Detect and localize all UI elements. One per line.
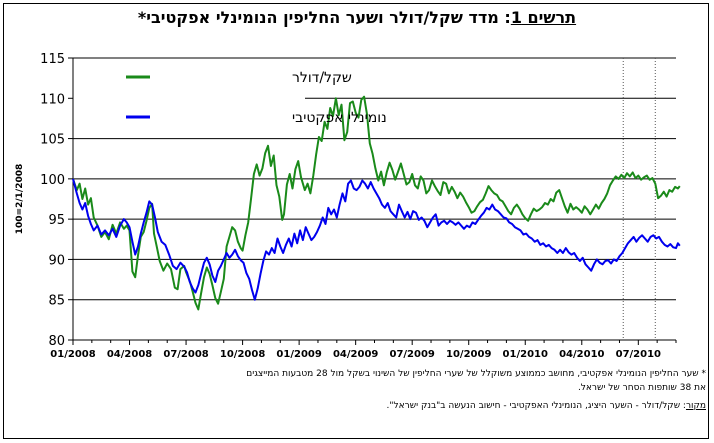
x-tick-label: 10/2009 [446, 349, 491, 360]
x-tick-label: 07/2010 [616, 349, 661, 360]
chart-title-number: תרשים 1 [510, 8, 577, 27]
y-tick-label: 90 [48, 253, 65, 268]
y-tick-label: 80 [48, 334, 65, 349]
series-line-1 [72, 95, 681, 311]
y-axis-label: 100=2/1/2008 [15, 164, 25, 234]
y-tick-label: 85 [48, 294, 65, 309]
y-tick-label: 115 [40, 52, 65, 67]
x-tick-label: 07/2008 [163, 349, 208, 360]
y-tick-label: 110 [40, 92, 65, 107]
chart-title: תרשים 1: מדד שקל/דולר ושער החליפין הנומי… [0, 8, 714, 27]
source-text: : שקל/דולר - השער היציג, הנומינלי האפקטי… [386, 401, 686, 411]
x-tick-label: 01/2008 [50, 349, 95, 360]
x-tick-label: 01/2010 [503, 349, 548, 360]
y-tick-label: 95 [48, 213, 65, 228]
x-tick-label: 10/2008 [220, 349, 265, 360]
source-label: מקור [685, 401, 706, 411]
x-tick-label: 04/2009 [333, 349, 378, 360]
footnote-line-2: את 38 שותפות הסחר של ישראל. [577, 383, 706, 393]
chart-frame [3, 3, 709, 439]
chart-title-text: : מדד שקל/דולר ושער החליפין הנומינלי אפק… [137, 8, 511, 27]
x-tick-label: 01/2009 [276, 349, 321, 360]
source-note: מקור: שקל/דולר - השער היציג, הנומינלי הא… [20, 400, 706, 413]
x-tick-label: 04/2008 [107, 349, 152, 360]
x-tick-label: 07/2009 [389, 349, 434, 360]
footnote-line-1: * שער החליפין הנומינלי אפקטיבי, מחושב כמ… [246, 369, 706, 379]
y-tick-label: 100 [40, 173, 65, 188]
y-tick-label: 105 [40, 133, 65, 148]
legend-label-1: שקל/דולר [292, 70, 352, 86]
series-line-2 [72, 178, 681, 301]
legend-label-2: נומינלי אפקטיבי [292, 110, 387, 126]
x-tick-label: 04/2010 [559, 349, 604, 360]
